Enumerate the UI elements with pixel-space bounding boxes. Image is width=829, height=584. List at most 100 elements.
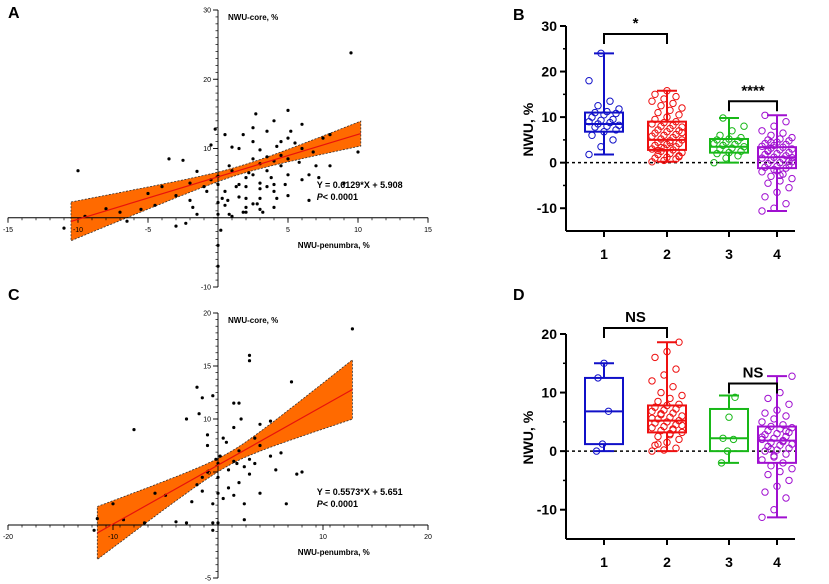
data-point xyxy=(651,403,659,411)
data-point xyxy=(244,210,248,214)
data-point xyxy=(226,486,231,490)
y-tick-label: 10 xyxy=(541,109,557,125)
x-tick-label: 2 xyxy=(663,246,671,262)
data-point xyxy=(286,136,290,140)
x-tick-label: 4 xyxy=(773,246,781,262)
data-point xyxy=(588,131,596,140)
data-point xyxy=(241,210,245,214)
data-point xyxy=(218,454,222,458)
data-point xyxy=(258,187,262,191)
y-axis-label: NWU, % xyxy=(520,410,536,464)
y-tick-label: 20 xyxy=(541,326,557,342)
data-point xyxy=(770,506,778,514)
data-point xyxy=(160,185,164,189)
data-point xyxy=(776,171,784,180)
data-point xyxy=(258,207,262,211)
data-point xyxy=(788,154,796,162)
data-point xyxy=(286,194,290,198)
data-point xyxy=(779,129,787,137)
data-point xyxy=(237,449,241,453)
data-point xyxy=(279,140,283,144)
y-tick-label: 30 xyxy=(203,8,211,15)
data-point xyxy=(663,113,671,121)
data-point xyxy=(716,131,724,140)
data-point xyxy=(654,108,662,117)
data-point xyxy=(167,157,171,161)
data-point xyxy=(261,210,265,214)
data-point xyxy=(773,188,781,197)
x-tick-label: 3 xyxy=(725,246,733,262)
data-point xyxy=(111,502,115,506)
data-point xyxy=(740,143,748,151)
data-point xyxy=(247,359,252,363)
data-point xyxy=(184,417,189,421)
data-point xyxy=(214,457,218,461)
data-point xyxy=(253,436,257,440)
data-point xyxy=(648,97,656,105)
bracket-line xyxy=(728,100,778,112)
data-point xyxy=(216,243,220,247)
data-point xyxy=(223,203,227,207)
data-point xyxy=(788,158,796,166)
data-point xyxy=(678,421,686,430)
x-tick-label: -15 xyxy=(3,227,13,234)
data-point xyxy=(770,204,778,212)
y-tick-label: -5 xyxy=(205,576,211,583)
data-point xyxy=(258,491,262,495)
data-point xyxy=(254,112,258,116)
y-tick-label: 5 xyxy=(207,470,211,477)
data-point xyxy=(293,141,297,145)
data-point xyxy=(722,154,730,162)
p-value-text: < 0.0001 xyxy=(323,192,358,202)
data-point xyxy=(672,92,680,101)
data-point xyxy=(349,51,353,55)
p-value-text: < 0.0001 xyxy=(323,499,358,509)
significance-label: **** xyxy=(741,82,765,99)
data-point xyxy=(241,133,245,137)
data-point xyxy=(678,123,686,131)
data-point xyxy=(764,179,772,187)
bracket-line xyxy=(603,33,668,44)
data-point xyxy=(317,176,321,180)
data-point xyxy=(731,393,739,401)
data-point xyxy=(328,133,332,137)
data-point xyxy=(788,133,796,142)
data-point xyxy=(174,520,178,524)
data-point xyxy=(598,440,607,448)
regression-equation: Y = 0.6129*X + 5.908 xyxy=(317,180,403,190)
data-point xyxy=(773,406,781,414)
data-point xyxy=(255,202,259,206)
data-point xyxy=(719,434,727,442)
data-point xyxy=(200,489,204,493)
data-point xyxy=(200,396,204,400)
data-point xyxy=(597,143,605,151)
y-axis-label: NWU, % xyxy=(520,102,536,156)
data-point xyxy=(232,493,236,497)
data-point xyxy=(728,127,736,135)
data-point xyxy=(205,189,209,193)
regression-line xyxy=(96,388,353,534)
data-point xyxy=(788,174,796,183)
data-point xyxy=(603,107,611,116)
data-point xyxy=(654,440,662,448)
data-point xyxy=(678,428,686,437)
y-tick-label: 10 xyxy=(541,385,557,401)
data-point xyxy=(195,212,199,216)
data-point xyxy=(356,150,360,154)
data-point xyxy=(244,185,248,189)
y-axis-label: NWU-core, % xyxy=(228,316,278,325)
data-point xyxy=(669,426,677,434)
data-point xyxy=(216,521,220,525)
data-point xyxy=(286,157,290,161)
data-point xyxy=(297,160,301,164)
data-point xyxy=(188,181,192,185)
data-point xyxy=(773,482,781,490)
data-point xyxy=(142,521,147,525)
data-point xyxy=(253,461,257,466)
data-point xyxy=(669,383,677,391)
data-point xyxy=(153,203,157,207)
y-tick-label: 20 xyxy=(203,77,211,84)
panel-letter: C xyxy=(8,287,20,304)
data-point xyxy=(230,214,234,218)
y-tick-label: -10 xyxy=(201,285,211,292)
